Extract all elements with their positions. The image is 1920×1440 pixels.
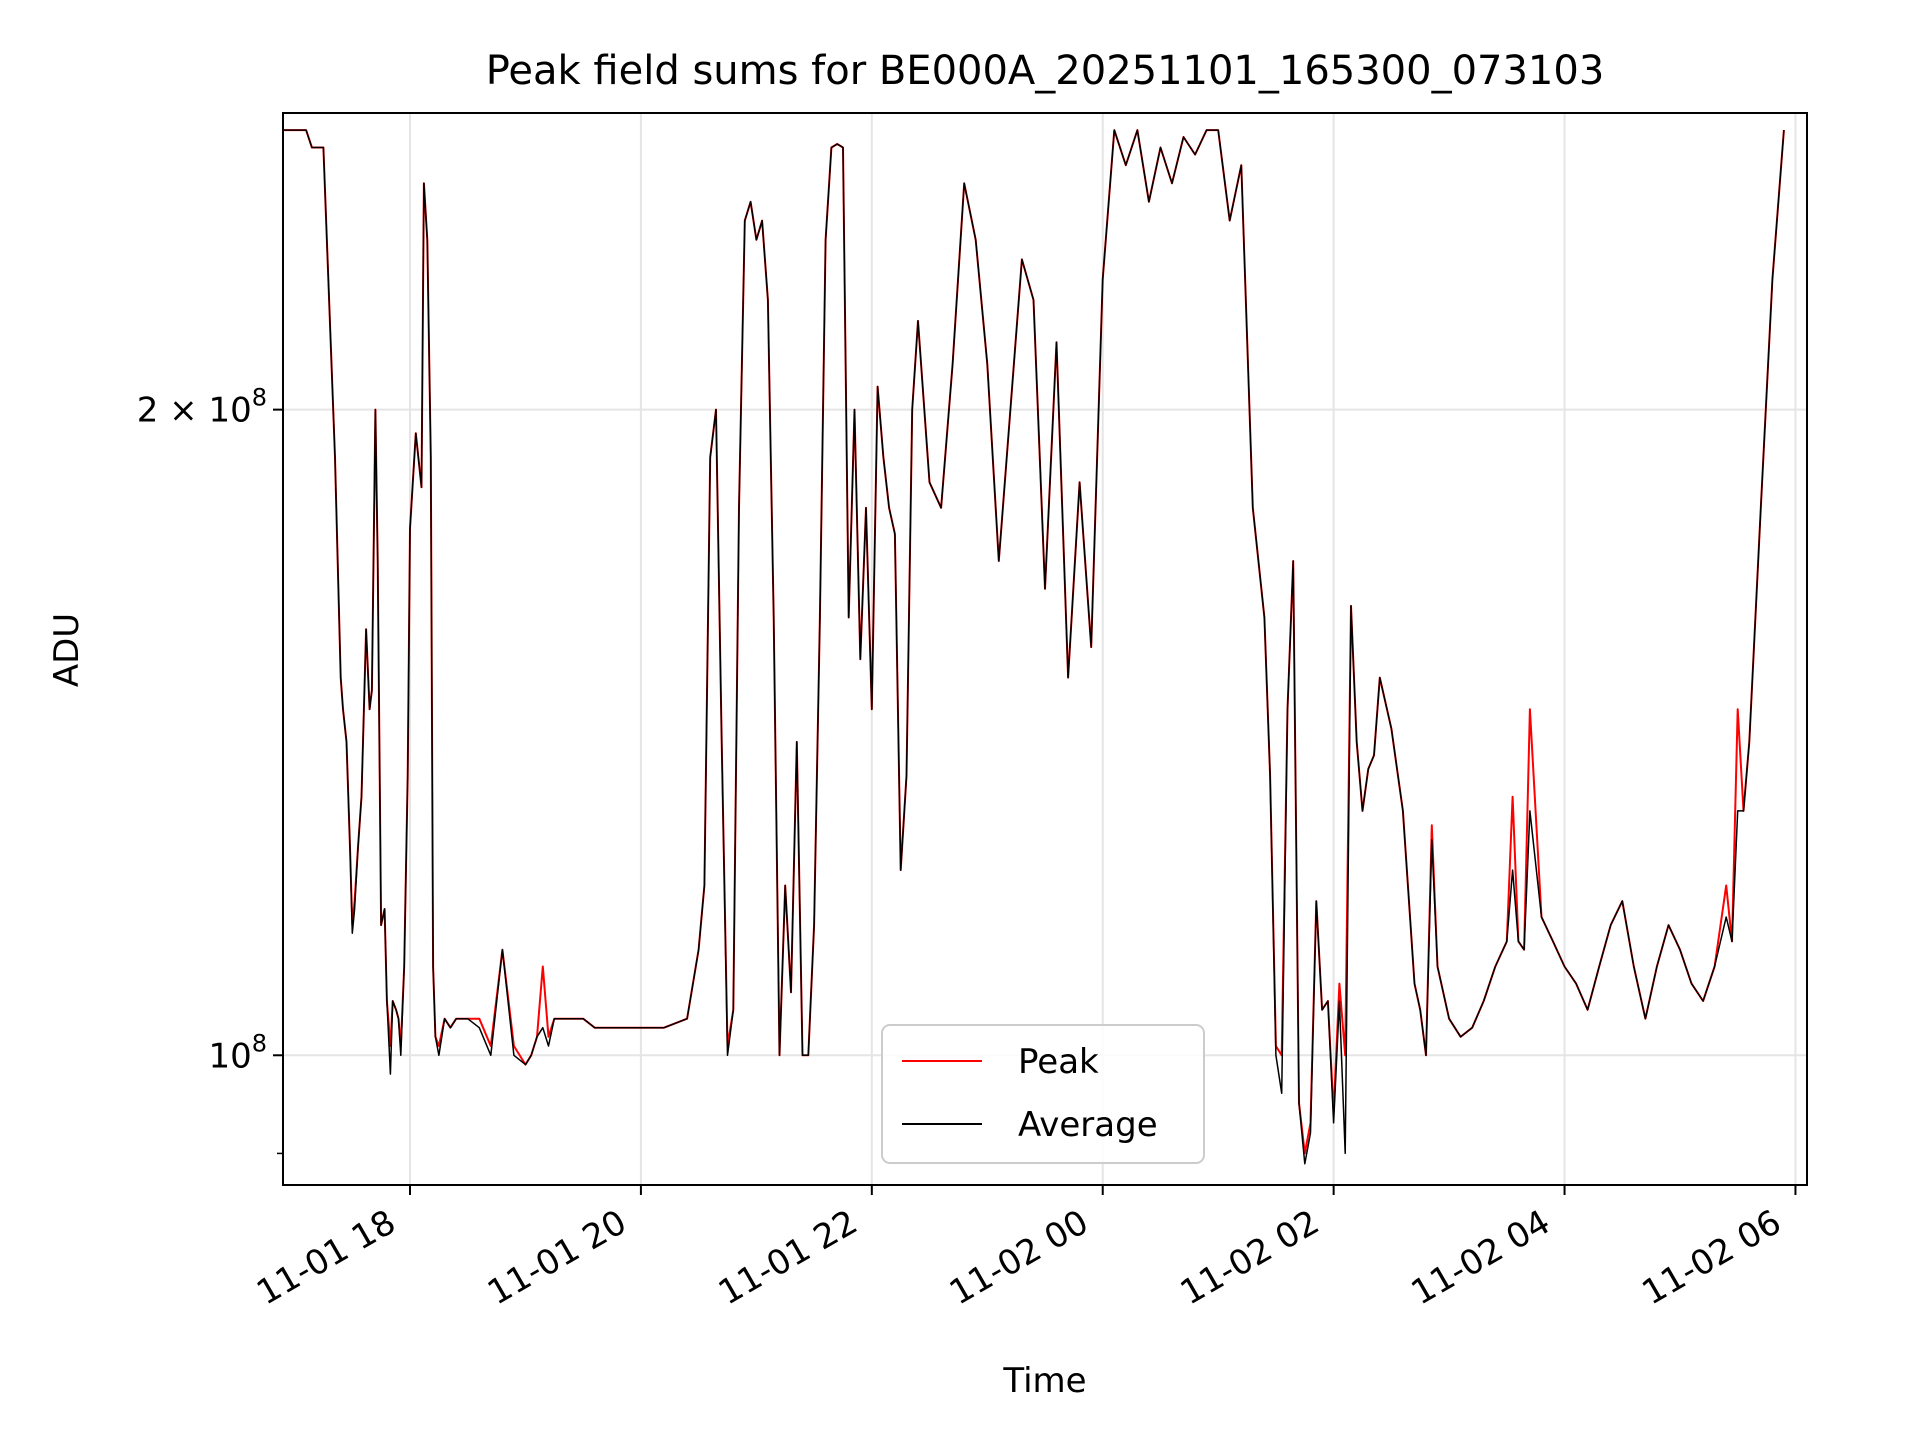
y-tick-label: 108 xyxy=(208,1029,267,1076)
y-tick-exponent: 8 xyxy=(252,1029,267,1057)
legend-peak-label: Peak xyxy=(1018,1042,1099,1082)
y-tick-base: 10 xyxy=(208,1036,251,1076)
x-axis-label: Time xyxy=(1002,1361,1086,1401)
series-line-average xyxy=(283,129,1785,1165)
legend-box xyxy=(881,1024,1205,1164)
legend: Peak Average xyxy=(881,1024,1205,1164)
y-tick-base: 10 xyxy=(208,391,251,431)
plot-frame xyxy=(282,112,1808,1186)
y-axis-label: ADU xyxy=(47,613,87,687)
legend-average-label: Average xyxy=(1018,1105,1158,1145)
y-tick-mantissa: 2 × xyxy=(137,391,209,431)
chart-title: Peak field sums for BE000A_20251101_1653… xyxy=(486,48,1605,94)
series-lines xyxy=(283,129,1785,1165)
y-tick-label: 2 × 108 xyxy=(137,384,267,431)
y-tick-exponent: 8 xyxy=(252,384,267,412)
